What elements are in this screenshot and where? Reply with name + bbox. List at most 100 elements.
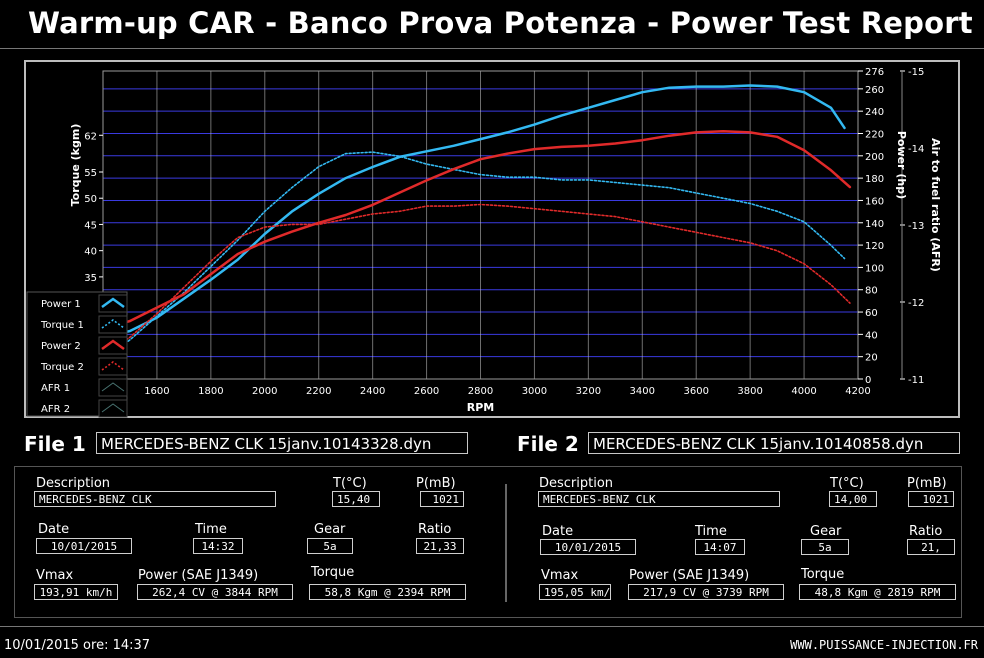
t2-power-label: Power (SAE J1349) (629, 568, 750, 583)
series-line-2 (102, 151, 846, 362)
t2-power-field[interactable]: 217,9 CV @ 3739 RPM (628, 584, 784, 600)
legend-swatch-box (98, 357, 128, 376)
x-tick-label: 1600 (144, 386, 169, 397)
torque-tick-label: 50 (84, 194, 97, 205)
x-tick-label: 4200 (845, 386, 870, 397)
power-tick-label: 140 (865, 219, 884, 230)
legend-label-2: Torque 1 (40, 320, 84, 331)
series-line-4 (102, 203, 851, 357)
t1-gear-label: Gear (314, 522, 346, 537)
legend-swatch-3 (101, 339, 125, 351)
panel-separator (505, 484, 507, 602)
x-tick-label: 2800 (468, 386, 493, 397)
t1-ratio-label: Ratio (418, 522, 452, 537)
legend-label-3: Power 2 (41, 341, 81, 352)
t2-date-field[interactable]: 10/01/2015 (540, 539, 636, 555)
power-tick-label: 40 (865, 330, 878, 341)
t1-pressure-field[interactable]: 1021 (420, 491, 464, 507)
power-tick-label: 220 (865, 129, 884, 140)
t2-time-label: Time (695, 524, 727, 539)
plot-border (102, 70, 859, 380)
power-tick-label: 0 (865, 375, 871, 386)
footer-divider (0, 626, 984, 627)
t1-torque-field[interactable]: 58,8 Kgm @ 2394 RPM (309, 584, 466, 600)
legend-label-6: AFR 2 (41, 404, 70, 415)
torque-tick-label: 62 (84, 131, 97, 142)
t2-temp-label: T(°C) (830, 476, 864, 491)
t1-vmax-field[interactable]: 193,91 km/h (34, 584, 118, 600)
t2-description-field[interactable]: MERCEDES-BENZ CLK (538, 491, 780, 507)
power-tick-label: 160 (865, 196, 884, 207)
file1-name-field[interactable]: MERCEDES-BENZ CLK 15janv.10143328.dyn (96, 432, 468, 454)
x-tick-label: 3200 (576, 386, 601, 397)
file1-label: File 1 (24, 432, 86, 456)
t1-vmax-label: Vmax (36, 568, 74, 583)
t1-gear-field[interactable]: 5a (307, 538, 353, 554)
legend-swatch-box (98, 315, 128, 334)
t1-time-field[interactable]: 14:32 (193, 538, 243, 554)
file2-label: File 2 (517, 432, 579, 456)
t1-power-label: Power (SAE J1349) (138, 568, 259, 583)
legend-label-5: AFR 1 (41, 383, 70, 394)
t2-ratio-field[interactable]: 21, (907, 539, 955, 555)
x-tick-label: 2200 (306, 386, 331, 397)
t1-temp-label: T(°C) (333, 476, 367, 491)
x-tick-label: 3000 (522, 386, 547, 397)
power-tick-label: 20 (865, 353, 878, 364)
legend-swatch-box (98, 378, 128, 397)
t2-gear-field[interactable]: 5a (801, 539, 849, 555)
t1-power-field[interactable]: 262,4 CV @ 3844 RPM (137, 584, 293, 600)
t1-ratio-field[interactable]: 21,33 (416, 538, 464, 554)
power-tick-label: 180 (865, 174, 884, 185)
legend-swatch-box (98, 294, 128, 313)
t1-description-field[interactable]: MERCEDES-BENZ CLK (34, 491, 276, 507)
t2-ratio-label: Ratio (909, 524, 943, 539)
x-tick-label: 3600 (683, 386, 708, 397)
legend-swatch-4 (101, 361, 125, 371)
t1-temp-field[interactable]: 15,40 (332, 491, 380, 507)
file2-name-field[interactable]: MERCEDES-BENZ CLK 15janv.10140858.dyn (588, 432, 960, 454)
x-tick-label: 1800 (198, 386, 223, 397)
t2-time-field[interactable]: 14:07 (695, 539, 745, 555)
t2-description-label: Description (539, 476, 614, 491)
legend-label-1: Power 1 (41, 299, 81, 310)
legend-swatch-6 (101, 403, 125, 413)
test-details-panel (14, 466, 962, 618)
x-tick-label: 3800 (737, 386, 762, 397)
t2-torque-label: Torque (801, 567, 845, 582)
title-divider (0, 48, 984, 49)
x-tick-label: 2600 (414, 386, 439, 397)
torque-tick-label: 55 (84, 168, 97, 179)
t2-vmax-field[interactable]: 195,05 km/ (539, 584, 611, 600)
afr-tick-label: -13 (908, 221, 924, 232)
t2-pressure-field[interactable]: 1021 (908, 491, 954, 507)
x-tick-label: 4000 (791, 386, 816, 397)
legend-swatch-1 (101, 297, 125, 309)
t2-temp-field[interactable]: 14,00 (829, 491, 877, 507)
legend-label-4: Torque 2 (40, 362, 84, 373)
afr-tick-label: -14 (908, 144, 924, 155)
power-tick-label: 120 (865, 241, 884, 252)
t1-date-field[interactable]: 10/01/2015 (36, 538, 132, 554)
power-tick-label: 240 (865, 107, 884, 118)
t2-date-label: Date (542, 524, 574, 539)
t2-gear-label: Gear (810, 524, 842, 539)
t1-description-label: Description (36, 476, 111, 491)
footer-website[interactable]: WWW.PUISSANCE-INJECTION.FR (790, 638, 978, 652)
torque-tick-label: 45 (84, 220, 97, 231)
power-tick-label: 100 (865, 263, 884, 274)
t2-pressure-label: P(mB) (907, 476, 947, 491)
t1-time-label: Time (195, 522, 227, 537)
legend: Power 1 Torque 1 Power 2 Torque 2 AFR 1 AFR 2 (26, 291, 128, 418)
series-line-1 (101, 84, 846, 339)
x-tick-label: 2400 (360, 386, 385, 397)
t1-pressure-label: P(mB) (416, 476, 456, 491)
t1-torque-label: Torque (311, 565, 355, 580)
torque-axis-title: Torque (kgm) (69, 124, 82, 207)
afr-tick-label: -12 (908, 298, 924, 309)
t2-torque-field[interactable]: 48,8 Kgm @ 2819 RPM (799, 584, 956, 600)
x-tick-label: 3400 (630, 386, 655, 397)
footer-timestamp: 10/01/2015 ore: 14:37 (4, 638, 151, 653)
power-tick-label: 200 (865, 152, 884, 163)
power-torque-chart: 1600 1800 2000 2200 2400 2600 2800 3000 3200 3400… (26, 67, 942, 418)
